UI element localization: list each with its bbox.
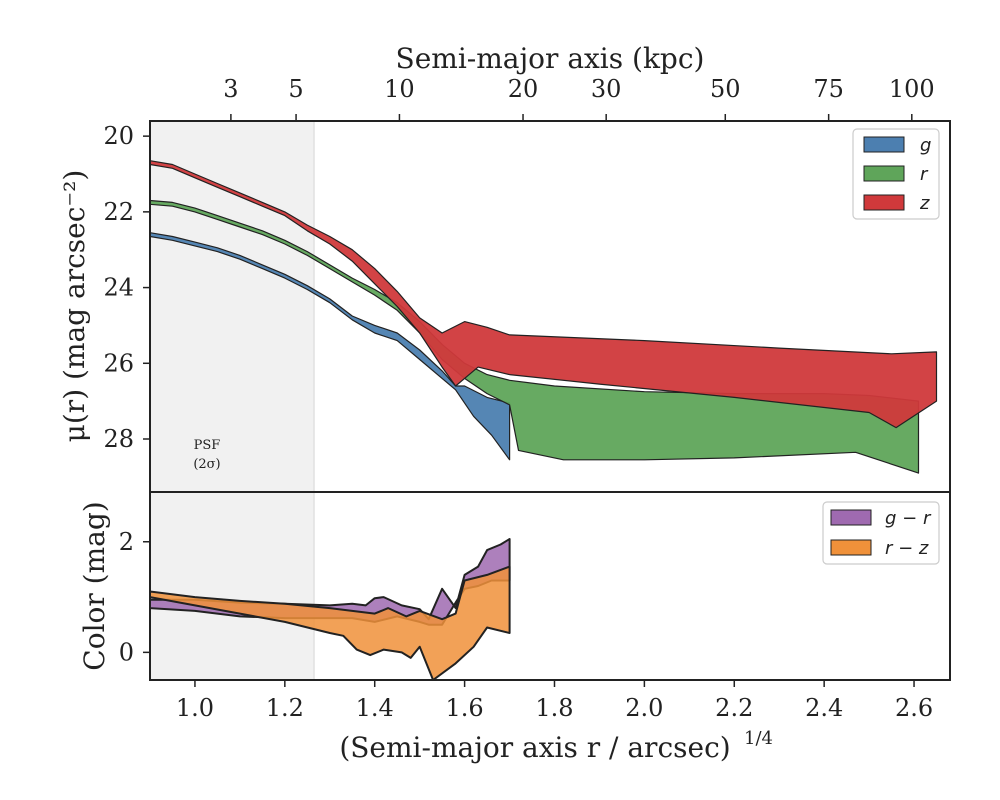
- band-r: [150, 199, 920, 474]
- x-tick-label: 1.6: [446, 694, 484, 722]
- top-x-tick-label: 3: [223, 75, 238, 103]
- top-x-tick-label: 10: [384, 75, 415, 103]
- y-tick-label: 20: [103, 122, 134, 150]
- y-tick-label: 26: [103, 349, 134, 377]
- x-tick-label: 1.2: [266, 694, 304, 722]
- x-axis-title-superscript: 1/4: [744, 728, 773, 749]
- y-tick-label: 24: [103, 274, 134, 302]
- top-x-tick-label: 100: [889, 75, 935, 103]
- axis-ticks: 1.0 1.2 1.4 1.6 1.8 2.0 2.2 2.4 2.63 5 10 20 30 50 75 1…: [103, 75, 934, 722]
- band-z: [150, 160, 938, 429]
- y-tick-label: 22: [103, 198, 134, 226]
- top-x-tick-label: 5: [288, 75, 303, 103]
- y-axis-title-bottom: Color (mag): [78, 501, 111, 670]
- top-axis-title: Semi-major axis (kpc): [396, 42, 705, 75]
- psf-shade-top: [150, 121, 315, 492]
- legend-swatch-r-z: [830, 539, 872, 556]
- y-tick-label: 28: [103, 425, 134, 453]
- y-axis-title-top: μ(r) (mag arcsec⁻²): [58, 170, 91, 443]
- x-tick-label: 1.4: [356, 694, 394, 722]
- legend-label-r: r: [920, 164, 929, 185]
- x-tick-label: 1.0: [176, 694, 214, 722]
- top-x-tick-label: 50: [710, 75, 741, 103]
- legend-label-g-r: g − r: [885, 508, 932, 529]
- top-x-tick-label: 30: [591, 75, 622, 103]
- top-legend: g r z: [852, 128, 940, 220]
- psf-region: [150, 121, 315, 680]
- psf-label: PSF: [194, 438, 221, 453]
- psf-shade-bottom: [150, 492, 315, 680]
- legend-swatch-r: [863, 165, 905, 182]
- band-r-z: [150, 565, 511, 680]
- x-tick-label: 2.2: [715, 694, 753, 722]
- bottom-panel-frame: [149, 491, 951, 681]
- legend-label-r-z: r − z: [885, 538, 929, 559]
- x-tick-label: 2.0: [625, 694, 663, 722]
- bottom-legend: g − r r − z: [822, 501, 940, 565]
- legend-swatch-g: [863, 136, 905, 153]
- x-tick-label: 2.6: [895, 694, 933, 722]
- top-x-tick-label: 20: [508, 75, 539, 103]
- color-y-tick-label: 2: [119, 528, 134, 556]
- band-g: [150, 232, 511, 461]
- legend-swatch-z: [863, 194, 905, 211]
- x-tick-label: 2.4: [805, 694, 843, 722]
- psf-sublabel: (2σ): [193, 457, 220, 472]
- legend-label-g: g: [920, 135, 931, 156]
- top-x-tick-label: 75: [813, 75, 844, 103]
- x-axis-title: (Semi-major axis r / arcsec): [339, 731, 730, 764]
- surface-brightness-areas: [150, 160, 938, 474]
- color-y-tick-label: 0: [119, 638, 134, 666]
- legend-swatch-g-r: [830, 509, 872, 526]
- x-tick-label: 1.8: [535, 694, 573, 722]
- legend-label-z: z: [919, 193, 930, 214]
- color-areas: [150, 538, 511, 680]
